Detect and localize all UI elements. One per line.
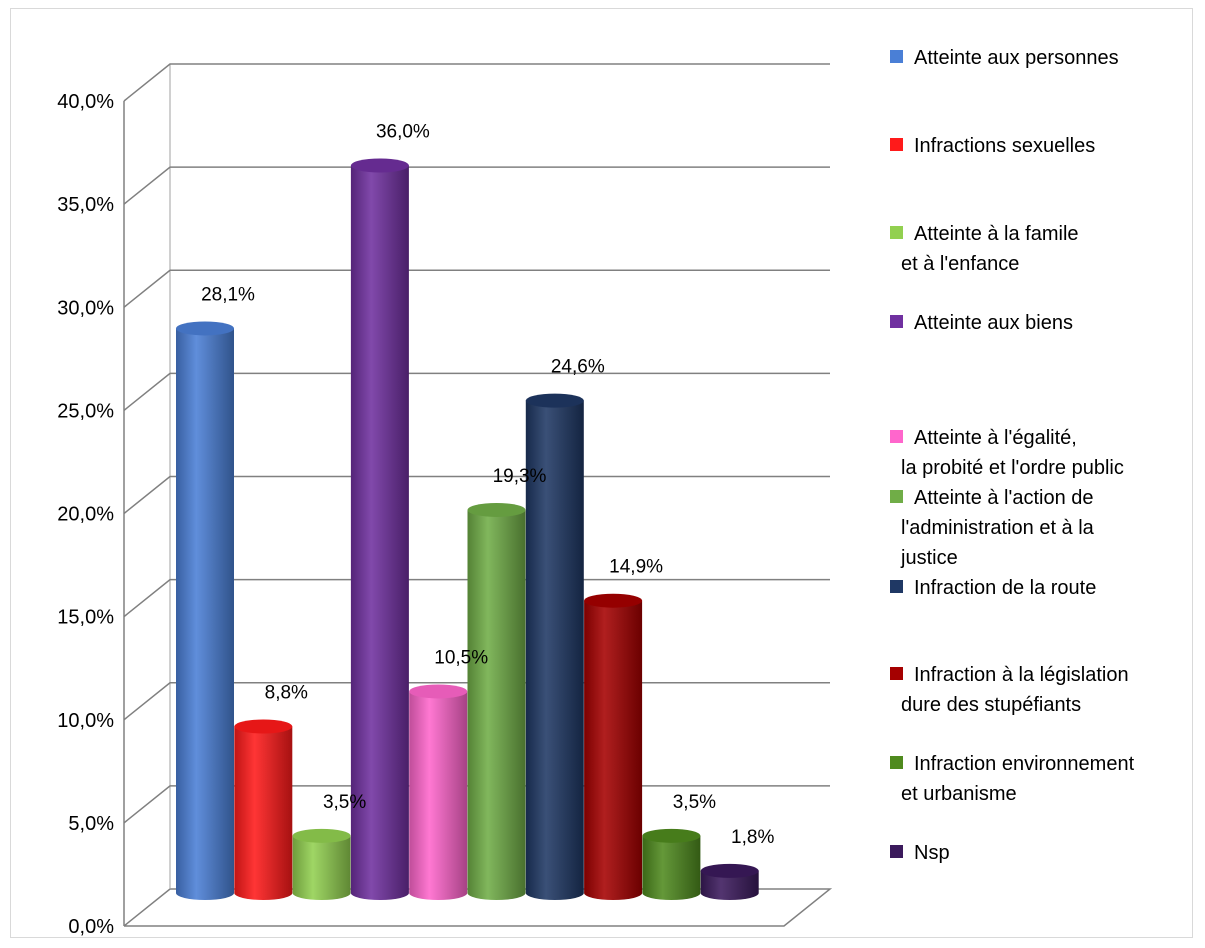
legend-label: Atteinte aux personnes [914,47,1119,69]
legend-entry: Infractions sexuelles [890,135,1095,157]
data-label: 28,1% [201,284,255,305]
data-label: 8,8% [265,683,308,704]
gridline [123,578,830,618]
bar-2 [234,719,293,900]
legend-swatch [890,226,903,239]
legend-label: Atteinte à la famile [914,223,1079,245]
legend-entry: Atteinte à l'action de l'administration e… [890,487,1095,569]
bar-1 [176,321,234,900]
data-label: 1,8% [731,827,774,848]
y-tick-label: 0,0% [68,916,114,938]
legend-swatch [890,845,903,858]
gridline [123,166,830,205]
legend-label: et urbanisme [901,783,1017,805]
data-label: 24,6% [551,357,605,378]
bar-4 [350,158,409,901]
bar-top [292,828,351,843]
bar-top [234,719,293,734]
y-tick-label: 40,0% [57,91,114,113]
bar-top [584,593,643,608]
bar-body [409,691,468,901]
bar-body [467,509,526,901]
data-labels: 28,1% 8,8% 3,5% 36,0% 10,5% 19,3% 24,6% 14,9% 3,… [201,122,774,848]
legend-label: Infractions sexuelles [914,135,1095,157]
legend-label: Atteinte à l'action de [914,487,1094,509]
legend-swatch [890,490,903,503]
legend-label: la probité et l'ordre public [901,457,1124,479]
data-label: 3,5% [323,792,366,813]
legend-label: Nsp [914,842,950,864]
gridlines [123,63,830,824]
bar-body [350,165,409,901]
y-tick-label: 25,0% [57,400,114,422]
legend-label: et à l'enfance [901,253,1019,275]
bar-top [409,684,468,699]
legend-entry: Atteinte à la famile et à l'enfance [890,223,1079,275]
y-tick-label: 20,0% [57,504,114,526]
legend-entry: Infraction de la route [890,577,1096,599]
data-label: 14,9% [609,557,663,578]
bar-body [176,328,234,900]
y-tick-label: 5,0% [68,813,114,835]
data-label: 36,0% [376,122,430,143]
y-tick-label: 15,0% [57,607,114,629]
legend-swatch [890,138,903,151]
legend-label: Atteinte à l'égalité, [914,427,1077,449]
legend-swatch [890,430,903,443]
legend-entry: Atteinte à l'égalité, la probité et l'ord… [890,427,1124,479]
y-tick-label: 30,0% [57,297,114,319]
data-label: 19,3% [493,466,547,487]
legend-label: Atteinte aux biens [914,312,1073,334]
legend-label: l'administration et à la [901,517,1095,539]
legend-label: justice [900,547,958,569]
y-tick-label: 10,0% [57,710,114,732]
y-tick-label: 35,0% [57,194,114,216]
bar-top [525,393,584,408]
legend-label: Infraction à la législation [914,664,1129,686]
bar-top [642,828,701,843]
bar-top [350,158,409,173]
bar-3 [292,828,351,901]
bar-top [176,321,234,336]
bar-top [467,502,526,517]
legend-swatch [890,50,903,63]
legend-entry: Infraction à la législation dure des stup… [890,664,1129,716]
legend-label: Infraction environnement [914,753,1135,775]
legend-entry: Atteinte aux personnes [890,47,1119,69]
bar-body [700,870,759,901]
bar-body [525,400,584,901]
bar-5 [409,684,468,901]
bar-10 [700,863,759,901]
data-label: 10,5% [434,647,488,668]
y-axis-tick-labels: 0,0% 5,0% 10,0% 15,0% 20,0% 25,0% 30,0% 35,0% 40… [57,91,114,938]
bar-6 [467,502,526,901]
floor-outline [123,888,833,927]
bars [176,158,759,901]
gridline [123,475,830,515]
gridline [123,372,830,411]
legend: Atteinte aux personnes Infractions sexuel… [890,47,1135,864]
legend-entry: Infraction environnement et urbanisme [890,753,1135,805]
bar-8 [584,593,643,901]
legend-label: Infraction de la route [914,577,1096,599]
bar-7 [525,393,584,901]
bar-body [234,726,293,900]
bar-body [292,835,351,901]
legend-entry: Atteinte aux biens [890,312,1073,334]
data-label: 3,5% [673,792,716,813]
legend-swatch [890,580,903,593]
legend-swatch [890,756,903,769]
legend-entry: Nsp [890,842,950,864]
bar-9 [642,828,701,901]
bar-body [584,600,643,901]
bar-body [642,835,701,901]
legend-label: dure des stupéfiants [901,694,1081,716]
legend-swatch [890,315,903,328]
bar-top [700,863,759,878]
gridline [123,63,830,102]
legend-swatch [890,667,903,680]
gridline [123,269,830,308]
